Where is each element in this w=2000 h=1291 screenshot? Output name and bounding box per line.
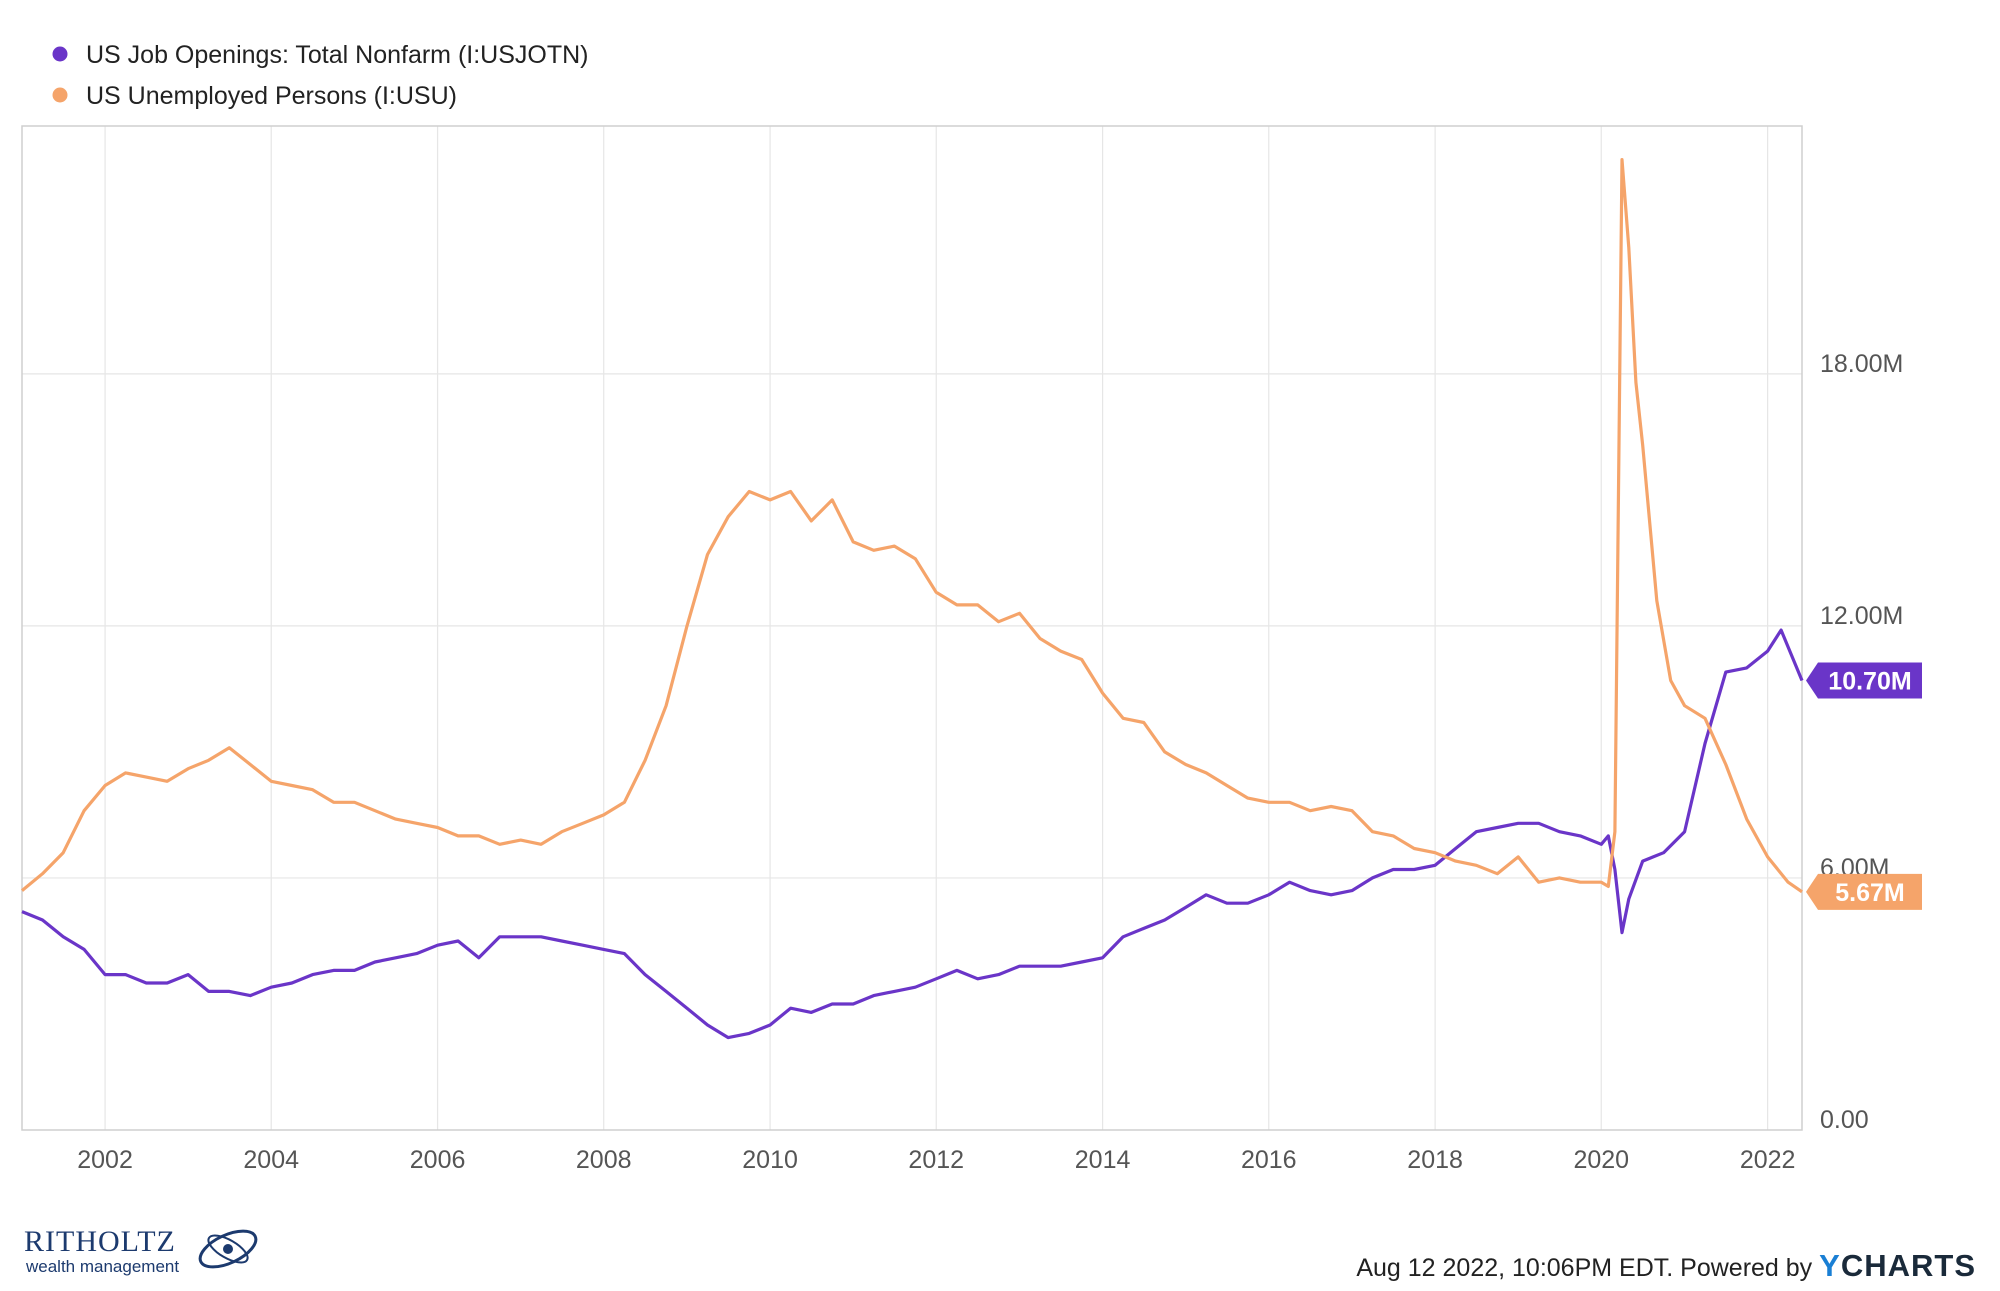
x-tick-label: 2002 — [77, 1146, 133, 1174]
x-tick-label: 2020 — [1573, 1146, 1629, 1174]
x-tick-label: 2016 — [1241, 1146, 1297, 1174]
badge-label: 10.70M — [1828, 668, 1911, 696]
logo-name: RITHOLTZ — [24, 1225, 176, 1258]
y-tick-label: 12.00M — [1820, 602, 1903, 630]
x-tick-label: 2010 — [742, 1146, 798, 1174]
last-value-badge-2: 5.67M — [1806, 873, 1922, 910]
last-value-badge-1: 10.70M — [1806, 662, 1922, 699]
ritholtz-logo: RITHOLTZ wealth management — [24, 1225, 264, 1276]
ycharts-logo-y: Y — [1819, 1248, 1841, 1283]
legend-label: US Job Openings: Total Nonfarm (I:USJOTN… — [86, 41, 589, 69]
legend: US Job Openings: Total Nonfarm (I:USJOTN… — [52, 41, 589, 110]
x-tick-label: 2008 — [576, 1146, 632, 1174]
ycharts-logo-text: CHARTS — [1840, 1248, 1976, 1283]
legend-marker-icon — [52, 87, 68, 103]
x-axis-ticks: 2002 2004 2006 2008 2010 2012 2014 2016 2018 2020… — [77, 1146, 1795, 1174]
plot-area-border — [21, 125, 1803, 1131]
logo-subtitle: wealth management — [26, 1257, 180, 1276]
series-line-2 — [20, 158, 1803, 894]
legend-label: US Unemployed Persons (I:USU) — [86, 82, 457, 110]
x-tick-label: 2006 — [410, 1146, 466, 1174]
timestamp: Aug 12 2022, 10:06PM EDT. — [1356, 1254, 1674, 1282]
y-tick-label: 0.00 — [1820, 1106, 1869, 1134]
footer: Aug 12 2022, 10:06PM EDT. Powered by YCH… — [1356, 1248, 1976, 1284]
ritholtz-emblem-icon — [198, 1229, 258, 1269]
x-tick-label: 2022 — [1740, 1146, 1796, 1174]
x-tick-label: 2004 — [243, 1146, 299, 1174]
series-line-1 — [21, 628, 1804, 1040]
x-tick-label: 2018 — [1407, 1146, 1463, 1174]
y-tick-label: 18.00M — [1820, 350, 1903, 378]
x-tick-label: 2014 — [1075, 1146, 1131, 1174]
legend-marker-icon — [52, 46, 68, 62]
powered-by-label: Powered by — [1680, 1254, 1813, 1282]
legend-item-1[interactable]: US Job Openings: Total Nonfarm (I:USJOTN… — [52, 41, 589, 69]
badge-shape — [1806, 873, 1922, 910]
ycharts-logo[interactable]: YCHARTS — [1819, 1248, 1976, 1283]
badge-shape — [1806, 662, 1922, 699]
gridlines — [22, 126, 1802, 1130]
legend-item-2[interactable]: US Unemployed Persons (I:USU) — [52, 82, 457, 110]
badge-label: 5.67M — [1835, 879, 1904, 907]
x-tick-label: 2012 — [908, 1146, 964, 1174]
last-value-badges: 10.70M 5.67M — [1806, 662, 1922, 910]
series-layer — [20, 158, 1804, 1040]
